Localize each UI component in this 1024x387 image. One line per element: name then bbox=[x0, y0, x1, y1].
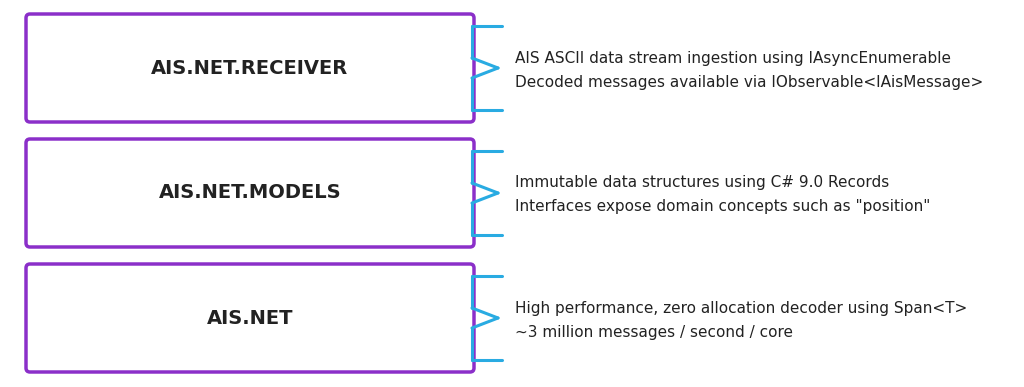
Text: High performance, zero allocation decoder using Span<T>: High performance, zero allocation decode… bbox=[515, 300, 968, 315]
Text: AIS.NET.RECEIVER: AIS.NET.RECEIVER bbox=[152, 58, 348, 77]
FancyBboxPatch shape bbox=[26, 264, 474, 372]
Text: Interfaces expose domain concepts such as "position": Interfaces expose domain concepts such a… bbox=[515, 200, 931, 214]
Text: AIS.NET: AIS.NET bbox=[207, 308, 293, 327]
Text: AIS ASCII data stream ingestion using IAsyncEnumerable: AIS ASCII data stream ingestion using IA… bbox=[515, 50, 951, 65]
FancyBboxPatch shape bbox=[26, 14, 474, 122]
Text: Immutable data structures using C# 9.0 Records: Immutable data structures using C# 9.0 R… bbox=[515, 175, 889, 190]
FancyBboxPatch shape bbox=[26, 139, 474, 247]
Text: ~3 million messages / second / core: ~3 million messages / second / core bbox=[515, 325, 793, 339]
Text: AIS.NET.MODELS: AIS.NET.MODELS bbox=[159, 183, 341, 202]
Text: Decoded messages available via IObservable<IAisMessage>: Decoded messages available via IObservab… bbox=[515, 75, 983, 89]
